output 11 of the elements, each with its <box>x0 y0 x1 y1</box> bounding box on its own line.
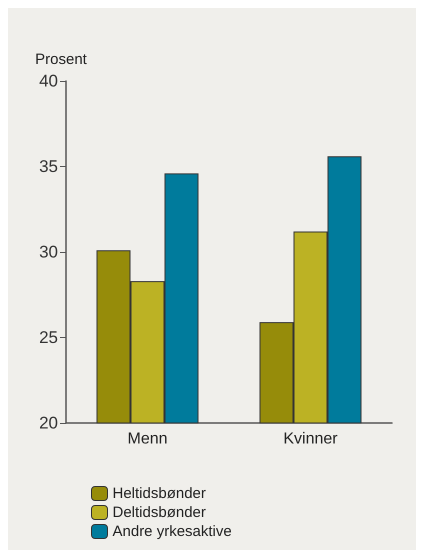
legend-label: Deltidsbønder <box>112 504 206 521</box>
y-tick-label: 25 <box>39 328 58 347</box>
y-tick-label: 30 <box>39 242 58 262</box>
y-axis-title: Prosent <box>35 51 88 68</box>
y-tick-label: 40 <box>39 72 58 90</box>
y-tick-label: 35 <box>39 157 58 176</box>
x-tick-label: Kvinner <box>283 430 338 448</box>
x-tick-label: Menn <box>127 430 168 448</box>
legend-label: Heltidsbønder <box>112 485 206 502</box>
legend-label: Andre yrkesaktive <box>112 523 232 540</box>
y-tick-label: 20 <box>39 414 58 432</box>
